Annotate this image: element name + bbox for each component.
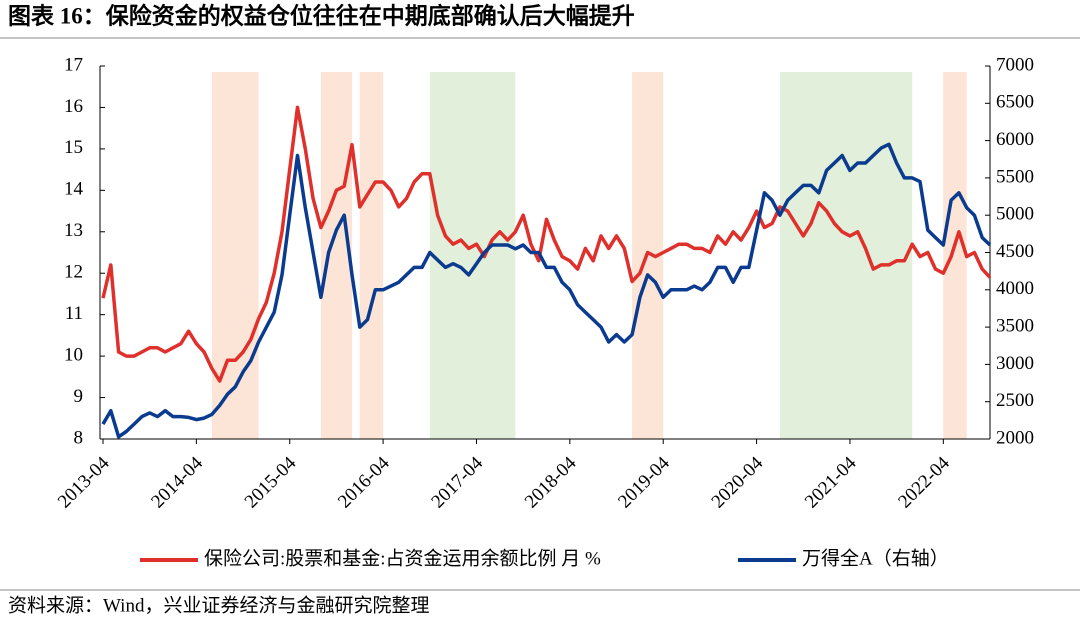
- y2-tick-label: 4000: [996, 278, 1034, 299]
- x-tick-label: 2015-04: [241, 452, 301, 512]
- source-note: 资料来源：Wind，兴业证券经济与金融研究院整理: [8, 594, 429, 616]
- shaded-period: [943, 72, 967, 439]
- x-tick-label: 2022-04: [894, 452, 954, 512]
- y-tick-label: 14: [64, 179, 84, 200]
- y-tick-label: 17: [64, 54, 83, 75]
- shaded-period: [779, 72, 913, 439]
- y2-tick-label: 2000: [996, 427, 1034, 448]
- y-tick-label: 8: [74, 427, 84, 448]
- legend-label: 万得全A（右轴）: [802, 547, 949, 569]
- y2-tick-label: 5000: [996, 204, 1034, 225]
- y-tick-label: 15: [64, 137, 83, 158]
- x-tick-label: 2017-04: [427, 452, 487, 512]
- chart-title: 图表 16：保险资金的权益仓位往往在中期底部确认后大幅提升: [8, 2, 635, 28]
- y2-tick-label: 3000: [996, 353, 1034, 374]
- y-tick-label: 16: [64, 96, 83, 117]
- y2-tick-label: 4500: [996, 241, 1034, 262]
- y2-tick-label: 7000: [996, 54, 1034, 75]
- y-tick-label: 13: [64, 220, 83, 241]
- x-tick-label: 2019-04: [614, 452, 674, 512]
- bands: [211, 72, 967, 439]
- x-tick-label: 2016-04: [334, 452, 394, 512]
- shaded-period: [320, 72, 352, 439]
- x-tick-label: 2020-04: [708, 452, 768, 512]
- y2-tick-label: 3500: [996, 315, 1034, 336]
- y-tick-label: 9: [74, 386, 84, 407]
- y2-tick-label: 5500: [996, 166, 1034, 187]
- x-tick-label: 2013-04: [54, 452, 114, 512]
- y2-tick-label: 2500: [996, 390, 1034, 411]
- y2-tick-label: 6500: [996, 92, 1034, 113]
- legend-label: 保险公司:股票和基金:占资金运用余额比例 月 %: [204, 547, 601, 569]
- shaded-period: [429, 72, 516, 439]
- series-line: [101, 142, 992, 439]
- series-line: [101, 105, 992, 383]
- y-tick-label: 11: [65, 303, 83, 324]
- y2-tick-label: 6000: [996, 129, 1034, 150]
- y-tick-label: 10: [64, 344, 83, 365]
- shaded-period: [359, 72, 384, 439]
- y-tick-label: 12: [64, 262, 83, 283]
- x-tick-label: 2018-04: [521, 452, 581, 512]
- x-tick-label: 2014-04: [147, 452, 207, 512]
- x-tick-label: 2021-04: [801, 452, 861, 512]
